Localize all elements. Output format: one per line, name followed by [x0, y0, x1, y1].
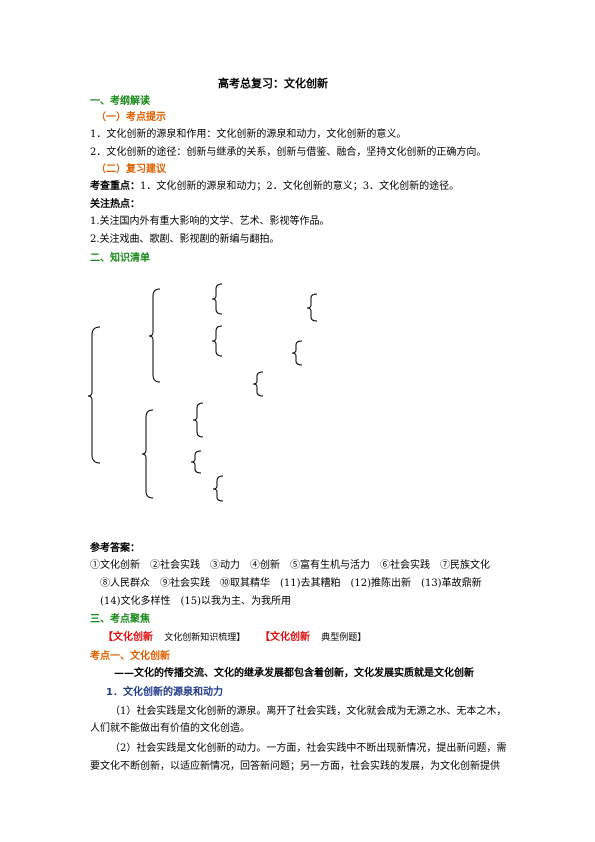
examples-link[interactable]: 【文化创新 典型例题】	[260, 631, 366, 645]
link-text: 文化创新知识梳理】	[164, 633, 246, 643]
brace	[141, 409, 154, 499]
answers-line: (14)文化多样性 (15)以我为主、为我所用	[100, 596, 292, 607]
item-heading: 1．文化创新的源泉和动力	[106, 687, 223, 698]
section-3-heading: 三、考点聚焦	[90, 614, 150, 625]
brace	[148, 288, 161, 383]
key-point-1-heading: 考点一、文化创新	[90, 651, 170, 662]
brace	[291, 340, 303, 366]
key-points-line: 考查重点：1．文化创新的源泉和动力；2．文化创新的意义；3．文化创新的途径。	[90, 180, 459, 194]
knowledge-link[interactable]: 【文化创新 文化创新知识梳理】	[103, 631, 245, 645]
brace	[192, 402, 204, 438]
link-tag: 【文化创新	[103, 632, 153, 643]
paragraph: 要文化不断创新，以适应新情况，回答新问题；另一方面，社会实践的发展，为文化创新提…	[90, 761, 500, 772]
subsection-1-heading: （一）考点提示	[96, 112, 166, 123]
key-points-label: 考查重点：	[90, 181, 140, 192]
key-points-text: 1．文化创新的源泉和动力；2．文化创新的意义；3．文化创新的途径。	[140, 181, 460, 192]
link-tag: 【文化创新	[260, 632, 310, 643]
paragraph: （1）社会实践是文化创新的源泉。离开了社会实践，文化就会成为无源之水、无本之木，	[110, 706, 507, 717]
brace	[306, 293, 318, 322]
brace	[212, 475, 224, 502]
subsection-2-heading: （二）复习建议	[96, 164, 166, 175]
paragraph: （2）社会实践是文化创新的动力。一方面，社会实践中不断出现新情况，提出新问题，需	[110, 743, 507, 754]
section-subtitle: ——文化的传播交流、文化的继承发展都包含着创新，文化发展实质就是文化创新	[114, 668, 474, 679]
paragraph: 1．文化创新的源泉和作用：文化创新的源泉和动力，文化创新的意义。	[90, 129, 407, 140]
answers-line: ⑧人民群众 ⑨社会实践 ⑩取其精华 (11)去其糟粕 (12)推陈出新 (13)…	[100, 578, 482, 589]
section-1-heading: 一、考纲解读	[90, 96, 150, 107]
answers-line: ①文化创新 ②社会实践 ③动力 ④创新 ⑤富有生机与活力 ⑥社会实践 ⑦民族文化	[90, 560, 490, 571]
answers-label: 参考答案：	[90, 543, 140, 554]
brace	[190, 450, 202, 474]
link-text: 典型例题】	[321, 633, 367, 643]
brace	[252, 371, 264, 397]
paragraph: 1.关注国内外有重大影响的文学、艺术、影视等作品。	[90, 216, 330, 227]
brace	[211, 325, 223, 357]
brace	[211, 283, 223, 315]
paragraph: 2．文化创新的途径：创新与继承的关系，创新与借鉴、融合，坚持文化创新的正确方向。	[90, 147, 487, 158]
brace	[87, 326, 101, 464]
paragraph: 人们就不能做出有价值的文化创造。	[90, 723, 250, 734]
hot-topics-label: 关注热点：	[90, 199, 140, 210]
page-title: 高考总复习：文化创新	[218, 77, 328, 90]
section-2-heading: 二、知识清单	[90, 253, 150, 264]
paragraph: 2.关注戏曲、歌剧、影视剧的新编与翻拍。	[90, 234, 280, 245]
